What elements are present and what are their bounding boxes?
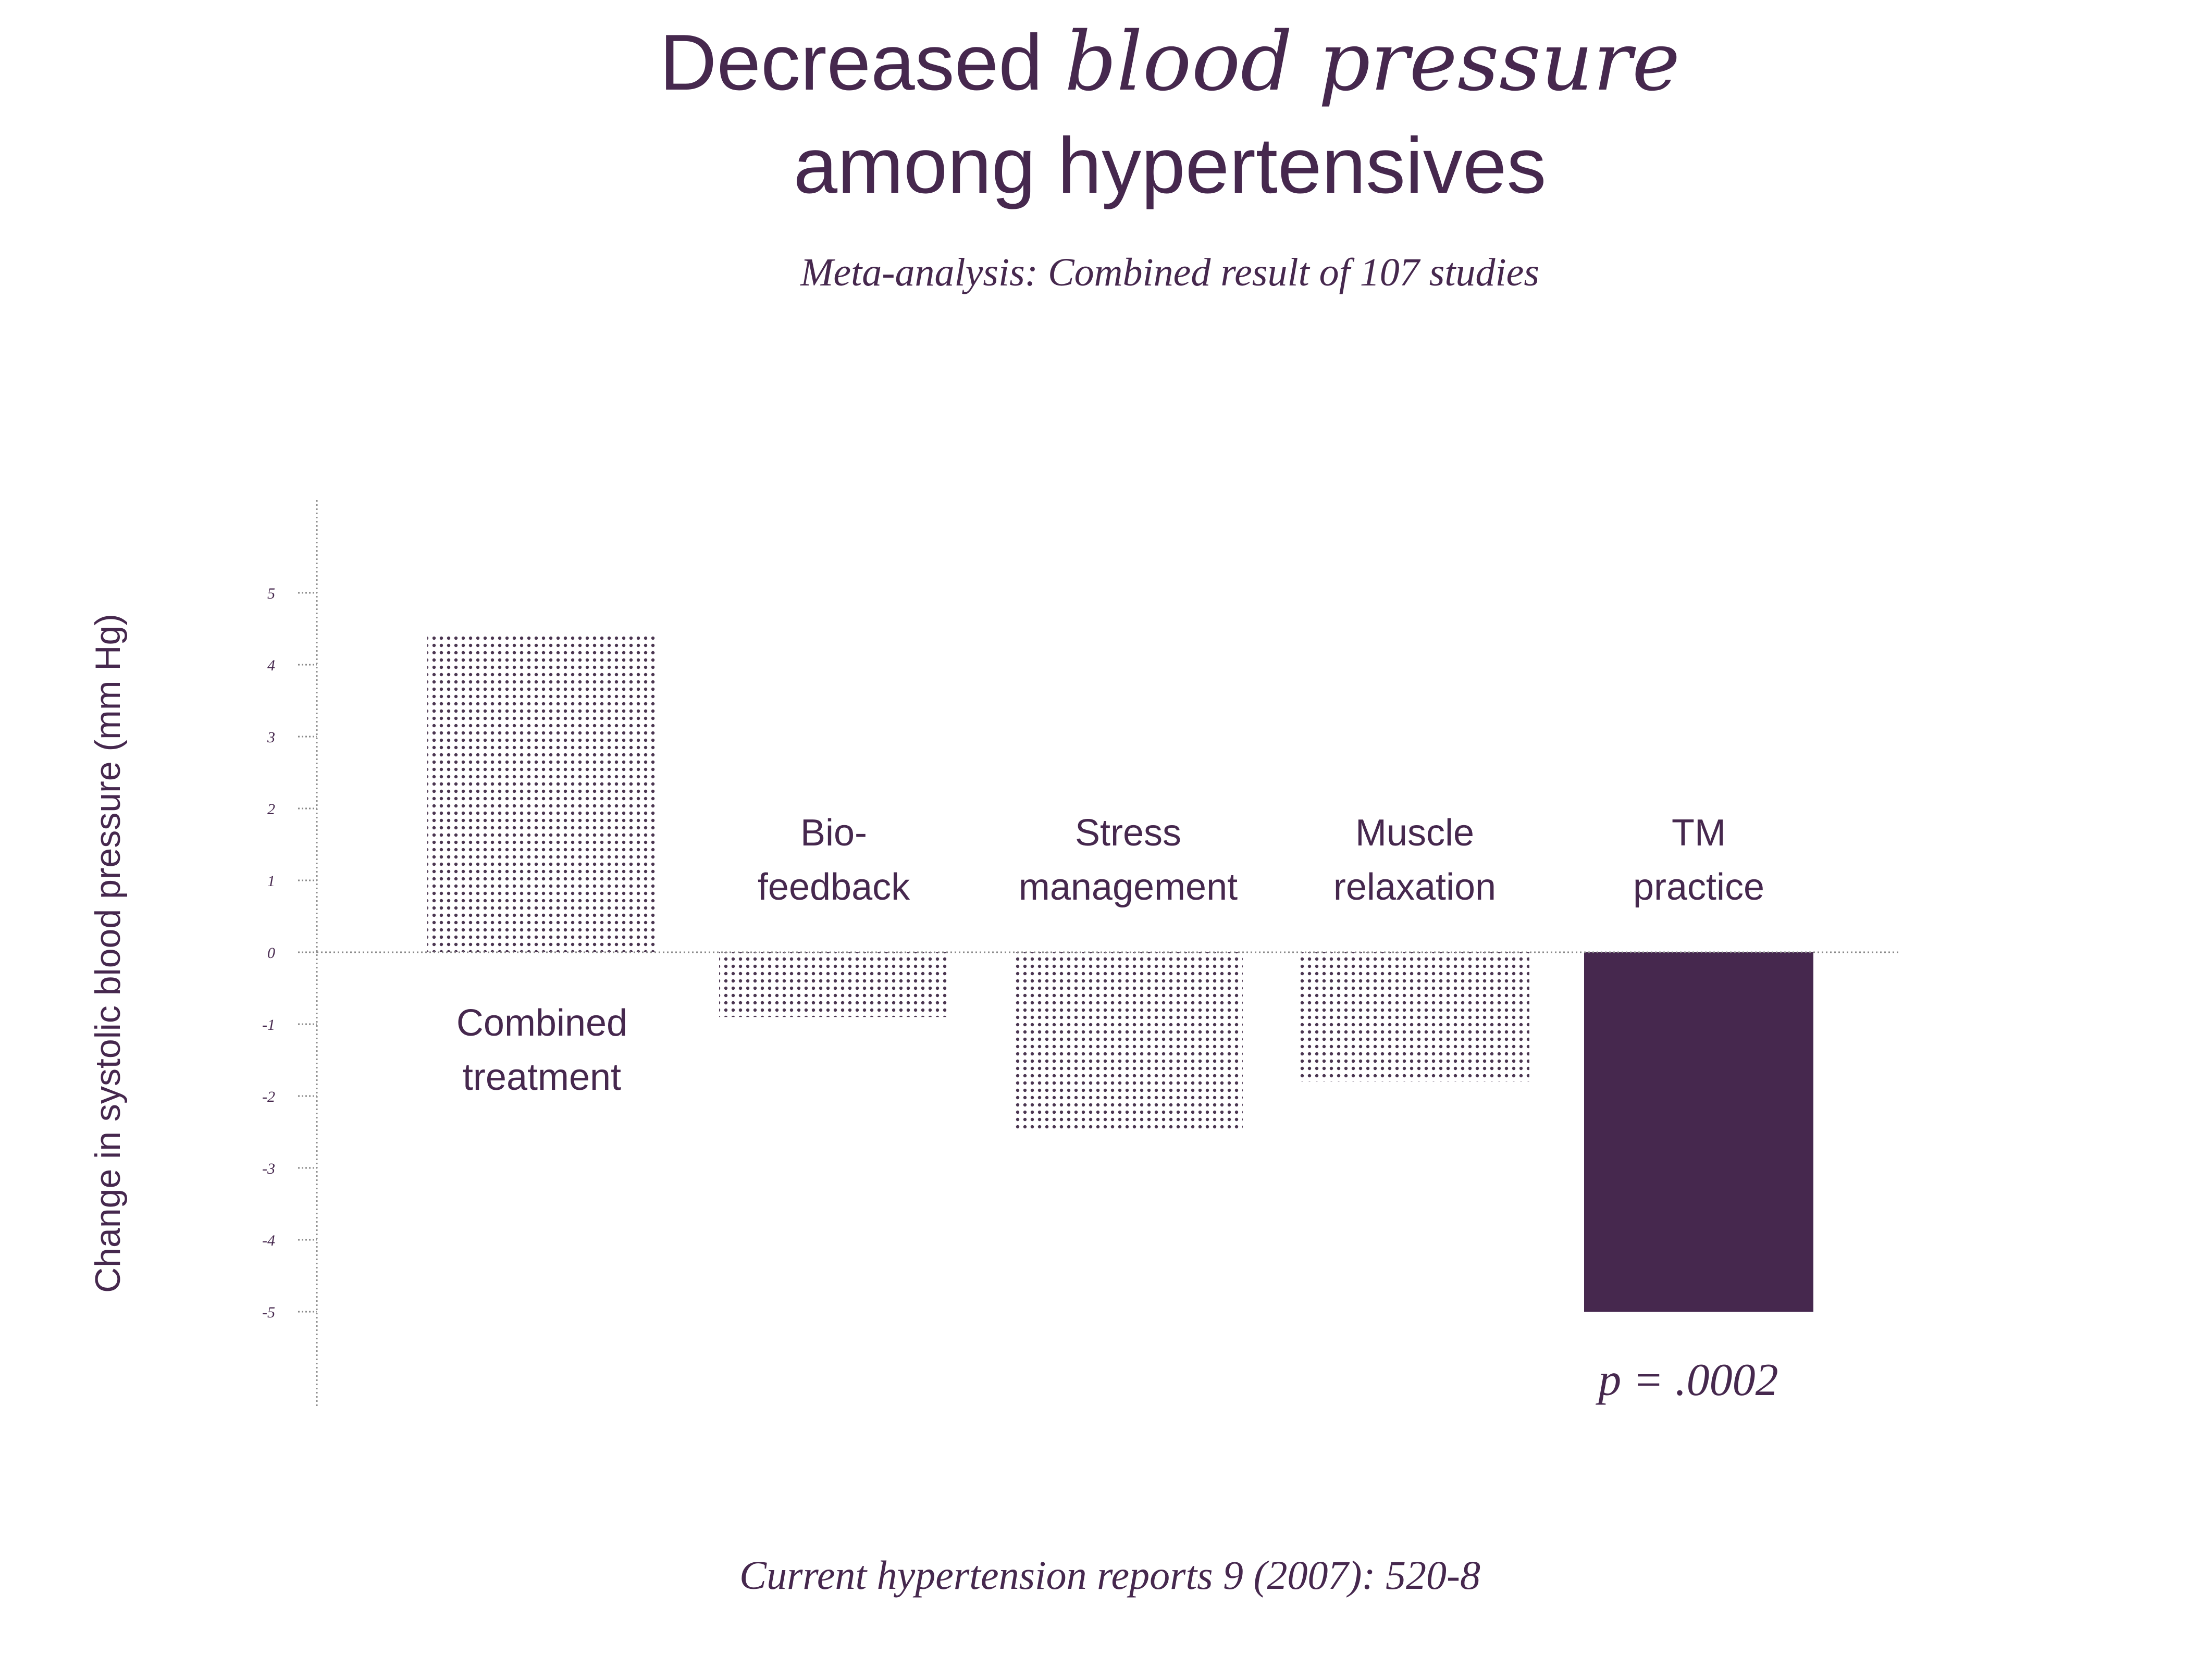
- y-tick-label: 1: [267, 873, 275, 890]
- chart-title-plain: Decreased: [660, 18, 1065, 107]
- chart-subtitle: Meta-analysis: Combined result of 107 st…: [800, 251, 1539, 294]
- bar-bio--feedback: [719, 952, 948, 1017]
- category-label: Combined treatment: [456, 1002, 627, 1098]
- y-tick-label: -4: [262, 1232, 275, 1249]
- chart-title-italic: blood pressure: [1065, 14, 1680, 109]
- bar-tm-practice: [1584, 952, 1813, 1312]
- y-tick-label: -2: [262, 1088, 275, 1105]
- y-tick-label: 2: [267, 801, 275, 818]
- y-tick-label: 5: [267, 585, 275, 602]
- y-tick-label: 0: [267, 944, 275, 962]
- chart-title-line1: Decreased blood pressure: [660, 14, 1680, 109]
- category-labels: Combined treatment Bio-feedback Stress manag…: [456, 812, 1764, 1098]
- category-label: Muscle relaxation: [1333, 812, 1496, 908]
- bars: [427, 636, 1813, 1312]
- bar-stress-management: [1014, 952, 1243, 1132]
- y-tick-label: 4: [267, 657, 275, 674]
- y-tick-label: 3: [267, 729, 275, 746]
- y-tick-label: -5: [262, 1304, 275, 1321]
- category-label: TM practice: [1633, 812, 1764, 908]
- chart-title-line2: among hypertensives: [794, 121, 1547, 210]
- y-axis-ticks: 5 4 3 2 1 0 -1 -2 -3 -4 -5: [262, 585, 317, 1321]
- y-tick-label: -1: [262, 1016, 275, 1034]
- bar-muscle-relaxation: [1300, 952, 1529, 1082]
- category-label: Bio-feedback: [758, 812, 910, 908]
- p-value-annotation: p = .0002: [1595, 1355, 1778, 1405]
- source-citation: Current hypertension reports 9 (2007): 5…: [739, 1552, 1480, 1598]
- category-label: Stress management: [1019, 812, 1238, 908]
- bar-combined-treatment: [427, 636, 657, 952]
- y-axis-label: Change in systolic blood pressure (mm Hg…: [88, 614, 128, 1293]
- y-tick-label: -3: [262, 1160, 275, 1177]
